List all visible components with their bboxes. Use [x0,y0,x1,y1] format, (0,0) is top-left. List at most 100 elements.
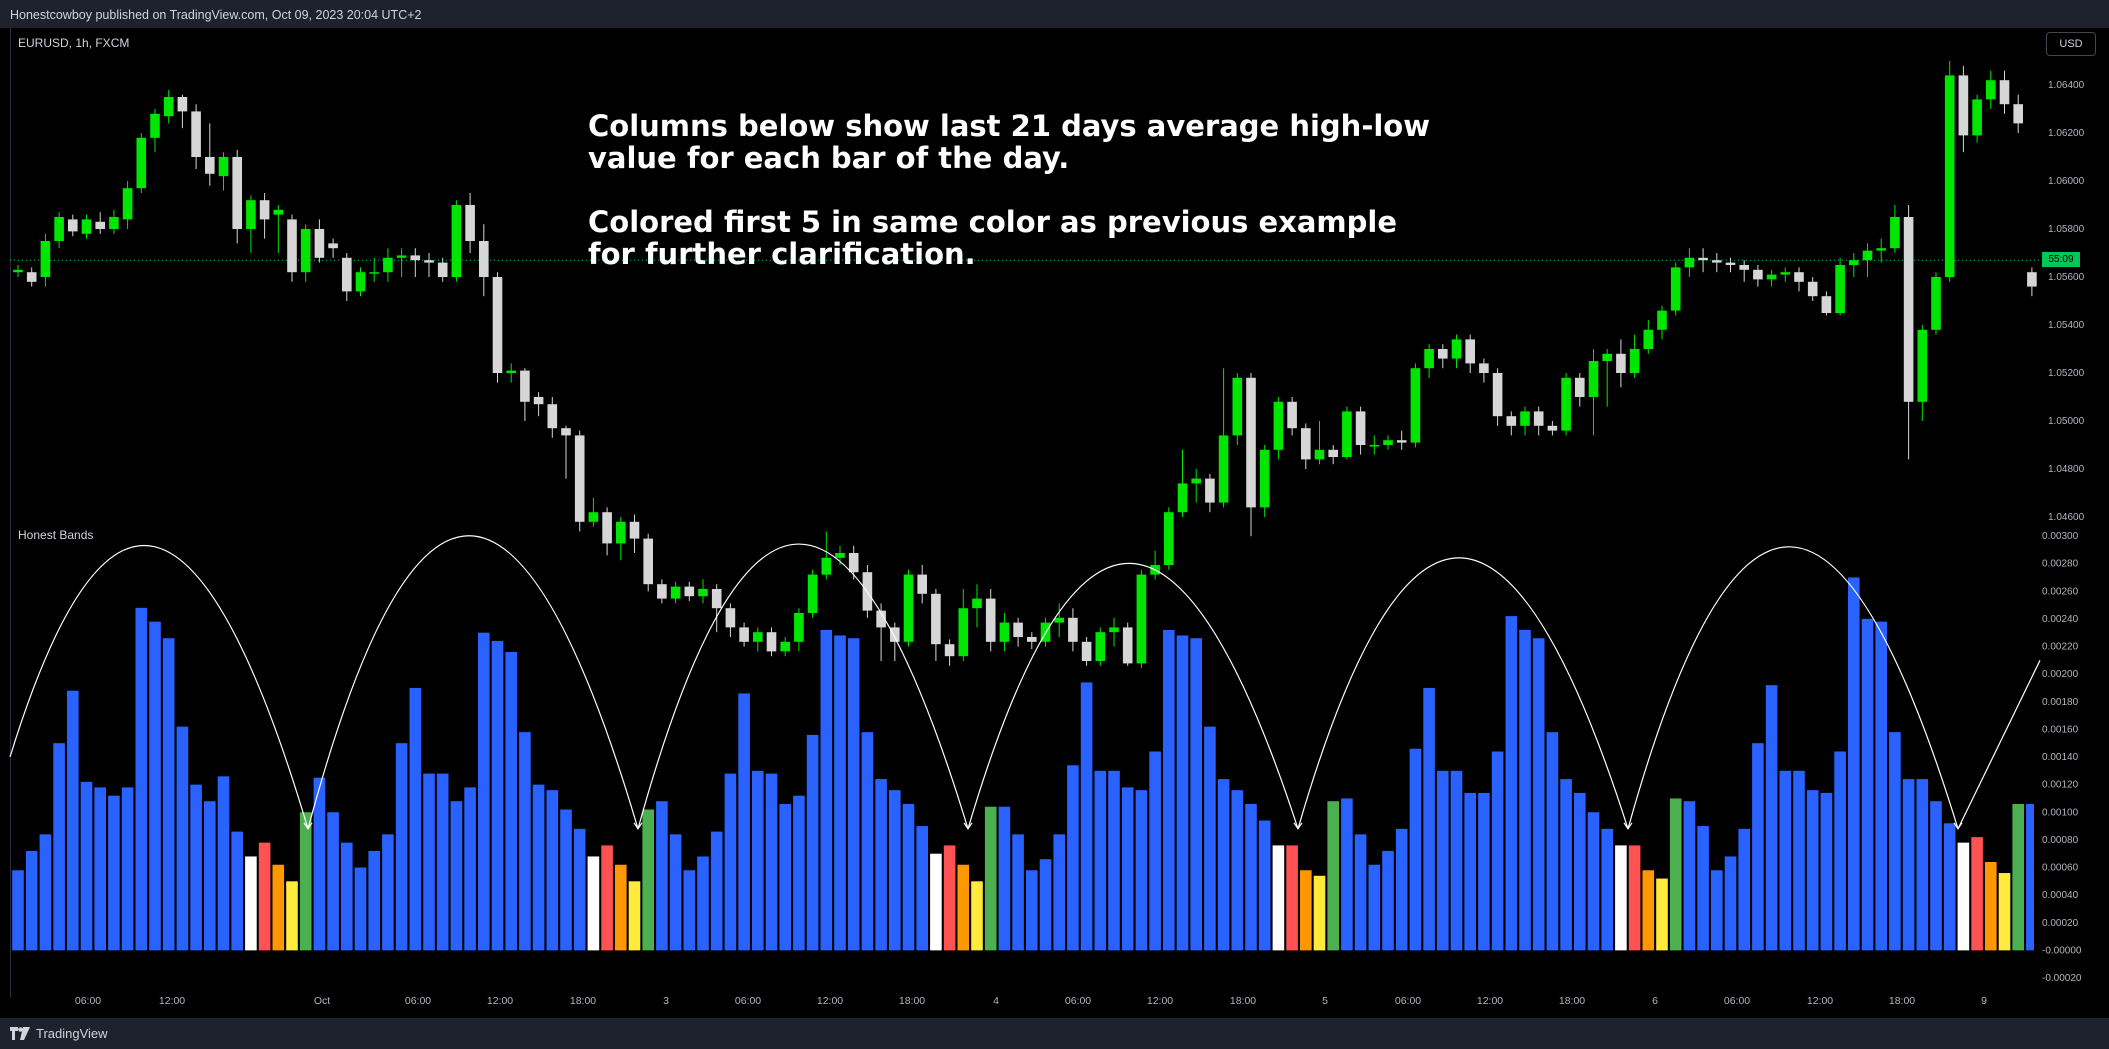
candle-body [150,113,160,138]
price-axis-tick: 1.04600 [2048,512,2085,523]
candle-body [465,205,475,241]
column-blue [1204,726,1216,951]
indicator-axis-tick: 0.00020 [2042,918,2079,929]
indicator-axis-tick: 0.00080 [2042,835,2079,846]
candle-body [931,593,941,645]
column-blue [464,787,476,951]
column-blue [1861,618,1874,951]
column-blue [820,629,833,951]
column-blue [710,831,723,951]
price-axis-tick: 1.05200 [2048,368,2085,379]
candle-body [1259,449,1270,508]
candle-body [1862,250,1873,261]
column-blue [1683,801,1696,951]
time-axis-tick: 12:00 [1477,995,1503,1007]
indicator-axis-tick: 0.00120 [2042,780,2079,791]
column-blue [1806,790,1819,951]
column-blue [1368,864,1381,951]
price-axis-tick: 1.05000 [2048,416,2085,427]
time-axis-tick: 06:00 [1724,995,1750,1007]
candle-body [753,632,763,642]
time-axis-tick: 18:00 [899,995,925,1007]
indicator-axis-tick: 0.00040 [2042,890,2079,901]
time-axis-tick: 06:00 [1065,995,1091,1007]
column-white [1957,842,1970,951]
time-axis-tick: 12:00 [1807,995,1833,1007]
indicator-axis-tick: 0.00220 [2042,642,2079,653]
candle-body [1177,483,1188,513]
column-blue [121,787,134,951]
candle-body [1670,267,1681,311]
column-blue [1875,621,1887,951]
candle-body [259,200,270,220]
column-blue [1039,859,1052,951]
column-blue [1478,792,1490,951]
candle-body [1684,257,1695,268]
indicator-axis-tick: 0.00180 [2042,697,2079,708]
column-blue [1930,801,1942,951]
candle-body [54,217,64,241]
column-blue [752,770,764,951]
indicator-axis-tick: -0.00020 [2042,973,2082,984]
column-blue [1724,856,1737,951]
candle-body [383,257,393,273]
tradingview-logo[interactable]: TradingView [10,1026,108,1041]
annotation-text[interactable]: Columns below show last 21 days average … [588,110,1448,270]
column-blue [1560,779,1572,951]
time-axis-tick: 06:00 [75,995,101,1007]
candle-body [1054,617,1064,623]
column-blue [1752,743,1764,951]
symbol-label[interactable]: EURUSD, 1h, FXCM [18,36,130,50]
time-axis-tick: 12:00 [487,995,513,1007]
column-white [245,856,257,951]
column-blue [1546,732,1559,951]
candle-body [1739,265,1749,270]
column-blue [39,834,52,951]
column-green [1669,798,1682,951]
candle-body [1835,265,1845,313]
candle-body [533,397,544,405]
candle-body [1506,416,1517,426]
column-orange [1300,870,1312,951]
candle-body [1602,353,1612,361]
candle-body [848,553,859,573]
candle-body [1712,260,1722,263]
candle-body [985,598,996,642]
column-blue [560,809,572,951]
candle-body [1807,281,1818,297]
column-blue [998,806,1011,951]
candle-body [1479,363,1489,373]
column-blue [1793,770,1805,951]
currency-button[interactable]: USD [2046,32,2096,56]
candle-body [1465,339,1475,364]
candle-body [711,589,722,609]
column-blue [779,803,791,951]
indicator-name[interactable]: Honest Bands [18,528,94,542]
column-white [930,853,942,951]
candle-body [1575,377,1585,397]
column-blue [1067,765,1079,951]
candle-body [1136,574,1147,664]
time-axis-tick: 3 [663,995,669,1007]
column-blue [765,773,778,951]
time-axis-tick: 18:00 [570,995,596,1007]
column-blue [2026,803,2034,951]
column-blue [532,784,545,951]
candle-body [328,243,338,249]
column-blue [875,779,887,951]
column-blue [1176,635,1189,951]
candle-body [670,586,681,599]
candle-body [725,608,736,628]
column-blue [1464,792,1476,951]
time-axis-tick: 06:00 [405,995,431,1007]
column-blue [505,652,517,951]
column-blue [25,850,38,951]
candle-body [574,435,585,522]
price-axis-tick: 1.04800 [2048,464,2085,475]
candle-body [1355,411,1366,445]
indicator-axis-tick: 0.00240 [2042,614,2079,625]
candle-body [1273,401,1284,450]
candle-body [1424,349,1434,369]
column-blue [1848,577,1860,951]
